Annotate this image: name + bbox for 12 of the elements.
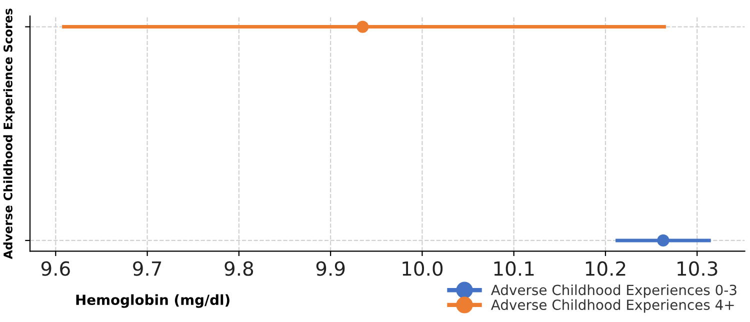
- x-tick-label: 10.3: [678, 261, 718, 276]
- x-tick-label: 9.7: [133, 261, 162, 276]
- x-tick-label: 10.1: [494, 261, 534, 276]
- legend-label: Adverse Childhood Experiences 4+: [491, 299, 734, 313]
- x-tick-label: 10.2: [586, 261, 626, 276]
- x-tick-label: 9.9: [316, 261, 345, 276]
- x-tick-label: 9.8: [224, 261, 254, 276]
- legend-label: Adverse Childhood Experiences 0-3: [491, 284, 736, 298]
- y-axis-title: Adverse Childhood Experience Scores: [3, 8, 15, 260]
- x-tick-label: 9.6: [41, 261, 70, 276]
- x-axis-title: Hemoglobin (mg/dl): [76, 294, 230, 308]
- x-tick-label: 10.0: [402, 261, 443, 276]
